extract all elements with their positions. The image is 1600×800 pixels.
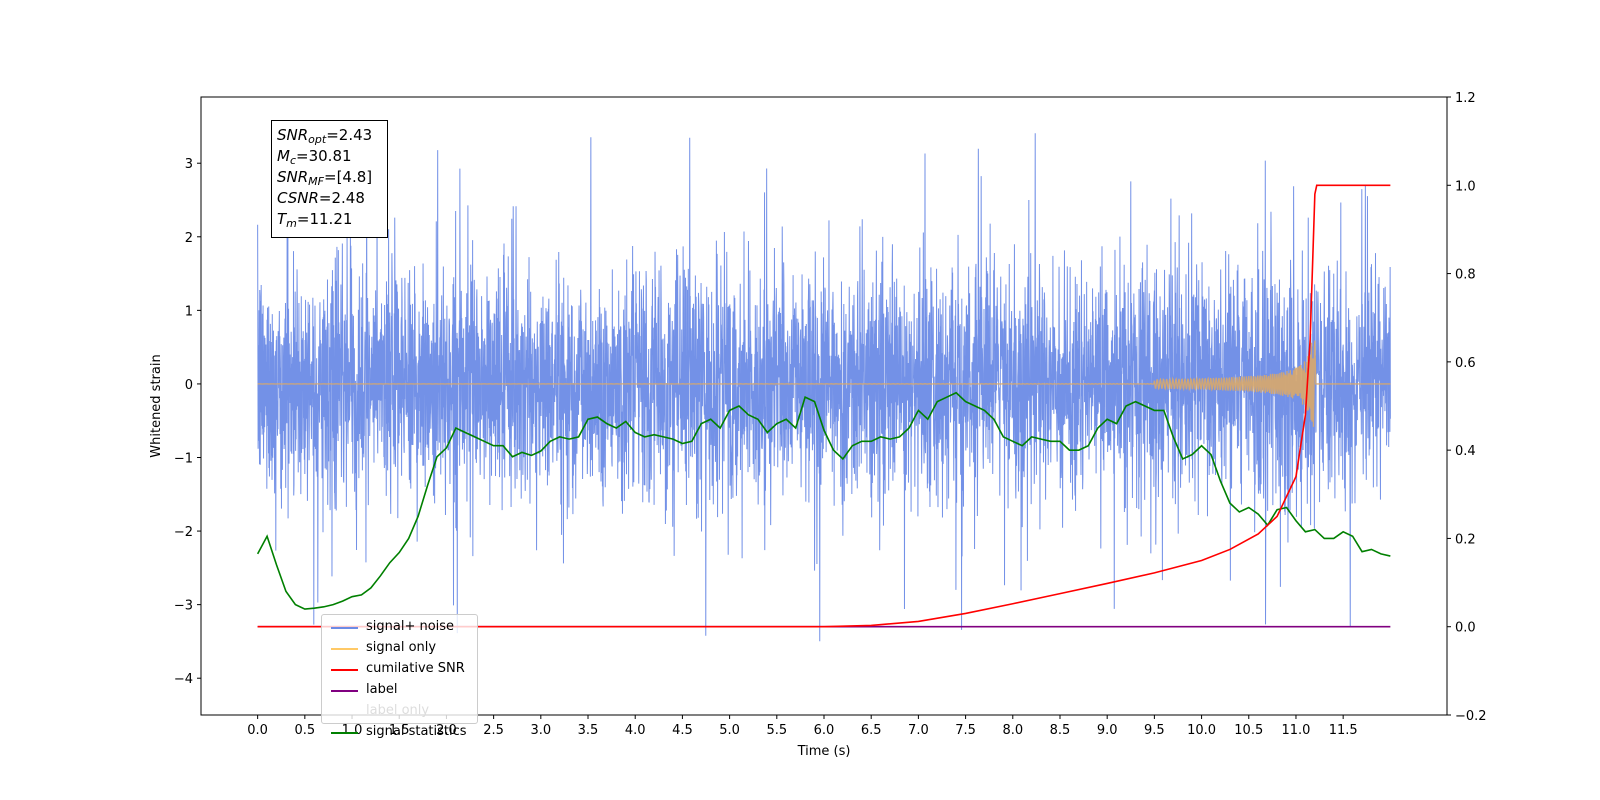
legend-swatch [331,732,358,734]
legend-item-signal-plus-noise: signal+ noise [322,618,477,639]
legend: signal+ noise signal only cumilative SNR… [321,614,478,739]
y-tick-label-right: 0.8 [1455,268,1476,283]
series-signal-plus-noise [257,133,1391,642]
y-tick-label-left: 0 [185,378,193,393]
x-tick-label: 3.0 [530,723,551,738]
annotation-snr-opt: SNRopt=2.43 [277,126,373,146]
y-axis-left: 3 2 1 0 −1 −2 −3 −4 [174,157,201,687]
legend-swatch [331,690,358,692]
y-tick-label-right: 0.4 [1455,444,1476,459]
x-tick-label: 1.0 [342,723,363,738]
x-tick-label: 4.0 [625,723,646,738]
y-tick-label-left: −4 [174,672,193,687]
legend-swatch [331,648,358,650]
y-tick-label-right: 0.0 [1455,621,1476,636]
x-tick-label: 0.0 [247,723,268,738]
x-tick-label: 1.5 [389,723,410,738]
x-tick-label: 9.5 [1144,723,1165,738]
x-tick-label: 6.5 [861,723,882,738]
legend-item-signal-only: signal only [322,639,477,660]
annotation-csnr: CSNR=2.48 [277,189,365,207]
annotation-tm: Tm=11.21 [277,210,353,230]
x-tick-label: 9.0 [1097,723,1118,738]
y-tick-label-right: −0.2 [1455,709,1487,724]
y-axis-right: 1.2 1.0 0.8 0.6 0.4 0.2 0.0 −0.2 [1447,91,1487,724]
x-tick-label: 7.5 [955,723,976,738]
x-tick-label: 8.5 [1050,723,1071,738]
legend-item-label: label [322,681,477,702]
series-line-signal-statistics [256,391,1391,610]
y-tick-label-right: 1.0 [1455,179,1476,194]
x-tick-label: 3.5 [578,723,599,738]
x-tick-label: 5.0 [719,723,740,738]
x-axis-label: Time (s) [797,744,851,759]
series-line-signal-plus-noise [257,133,1391,642]
x-tick-label: 0.5 [294,723,315,738]
x-tick-label: 10.0 [1187,723,1216,738]
stats-annotation-box: SNRopt=2.43 Mc=30.81 SNRMF=[4.8] CSNR=2.… [271,120,388,238]
y-tick-label-right: 0.6 [1455,356,1476,371]
x-tick-label: 8.0 [1002,723,1023,738]
y-tick-label-left: 1 [185,304,193,319]
x-tick-label: 4.5 [672,723,693,738]
y-tick-label-left: −2 [174,525,193,540]
x-tick-label: 2.5 [483,723,504,738]
legend-swatch [331,669,358,671]
legend-item-label-only: label only [322,702,477,723]
legend-item-cumilative-snr: cumilative SNR [322,660,477,681]
x-tick-label: 5.5 [766,723,787,738]
legend-swatch [331,627,358,629]
y-axis-label: Whitened strain [149,354,164,457]
series-signal-only [257,340,1391,427]
y-tick-label-left: −1 [174,452,193,467]
y-tick-label-left: 3 [185,157,193,172]
x-tick-label: 10.5 [1234,723,1263,738]
annotation-mc: Mc=30.81 [277,147,352,167]
y-tick-label-left: −3 [174,599,193,614]
x-axis: 0.0 0.5 1.0 1.5 2.0 2.5 3.0 3.5 4.0 4.5 5.0 5.5 6.0 6… [247,715,1358,738]
series-line-signal-only [257,340,1391,427]
legend-item-signal-statistics: signal statistics [322,723,477,744]
y-tick-label-right: 1.2 [1455,91,1476,106]
x-tick-label: 7.0 [908,723,929,738]
y-tick-label-left: 2 [185,231,193,246]
x-tick-label: 11.5 [1329,723,1358,738]
x-tick-label: 11.0 [1281,723,1310,738]
x-tick-label: 6.0 [814,723,835,738]
y-tick-label-right: 0.2 [1455,532,1476,547]
annotation-snr-mf: SNRMF=[4.8] [277,168,373,188]
x-tick-label: 2.0 [436,723,457,738]
legend-swatch [331,711,358,713]
series-line-cumilative-snr [257,184,1391,628]
